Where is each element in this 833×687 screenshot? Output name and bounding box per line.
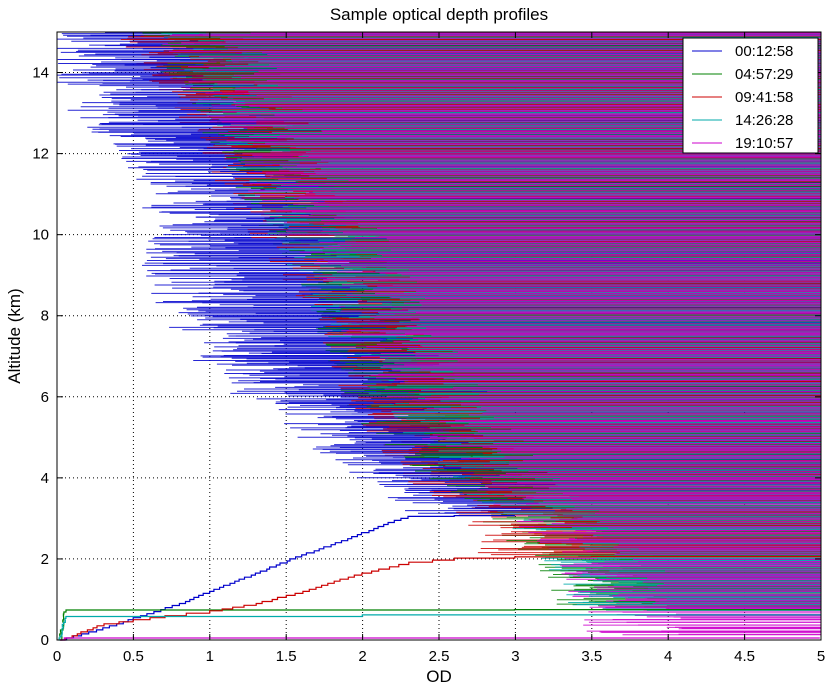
x-tick-label: 4.5 [734, 648, 755, 665]
x-tick-label: 3 [511, 648, 519, 665]
y-tick-label: 12 [32, 146, 49, 163]
legend-label-2: 04:57:29 [735, 66, 793, 83]
y-tick-label: 10 [32, 227, 49, 244]
legend: 00:12:58 04:57:29 09:41:58 14:26:28 19:1… [682, 37, 819, 154]
chart-title: Sample optical depth profiles [330, 5, 548, 24]
y-axis-label: Altitude (km) [5, 288, 24, 383]
legend-box [682, 37, 819, 154]
series-line-4 [58, 614, 822, 641]
x-tick-label: 1.5 [276, 648, 297, 665]
x-tick-label: 3.5 [581, 648, 602, 665]
x-tick-label: 0 [53, 648, 61, 665]
y-tick-label: 8 [41, 308, 49, 325]
y-tick-label: 4 [41, 470, 49, 487]
x-tick-label: 4 [664, 648, 672, 665]
y-tick-label: 0 [41, 632, 49, 649]
legend-label-5: 19:10:57 [735, 135, 793, 152]
legend-label-3: 09:41:58 [735, 89, 793, 106]
x-tick-label: 0.5 [123, 648, 144, 665]
legend-label-1: 00:12:58 [735, 43, 793, 60]
axis-ticks: 0 0.5 1 1.5 2 2.5 3 3.5 4 4.5 5 0 2 4 6 8 10 12 14 [32, 32, 825, 665]
y-tick-label: 6 [41, 389, 49, 406]
y-tick-label: 2 [41, 551, 49, 568]
legend-label-4: 14:26:28 [735, 112, 793, 129]
x-tick-label: 2 [358, 648, 366, 665]
x-axis-label: OD [426, 667, 452, 686]
series-saturated-region-5 [162, 32, 821, 635]
data-series-layer [57, 31, 822, 641]
y-tick-label: 14 [32, 65, 49, 82]
x-tick-label: 1 [206, 648, 214, 665]
x-tick-label: 5 [817, 648, 825, 665]
series-line-3 [60, 555, 822, 641]
x-tick-label: 2.5 [429, 648, 450, 665]
